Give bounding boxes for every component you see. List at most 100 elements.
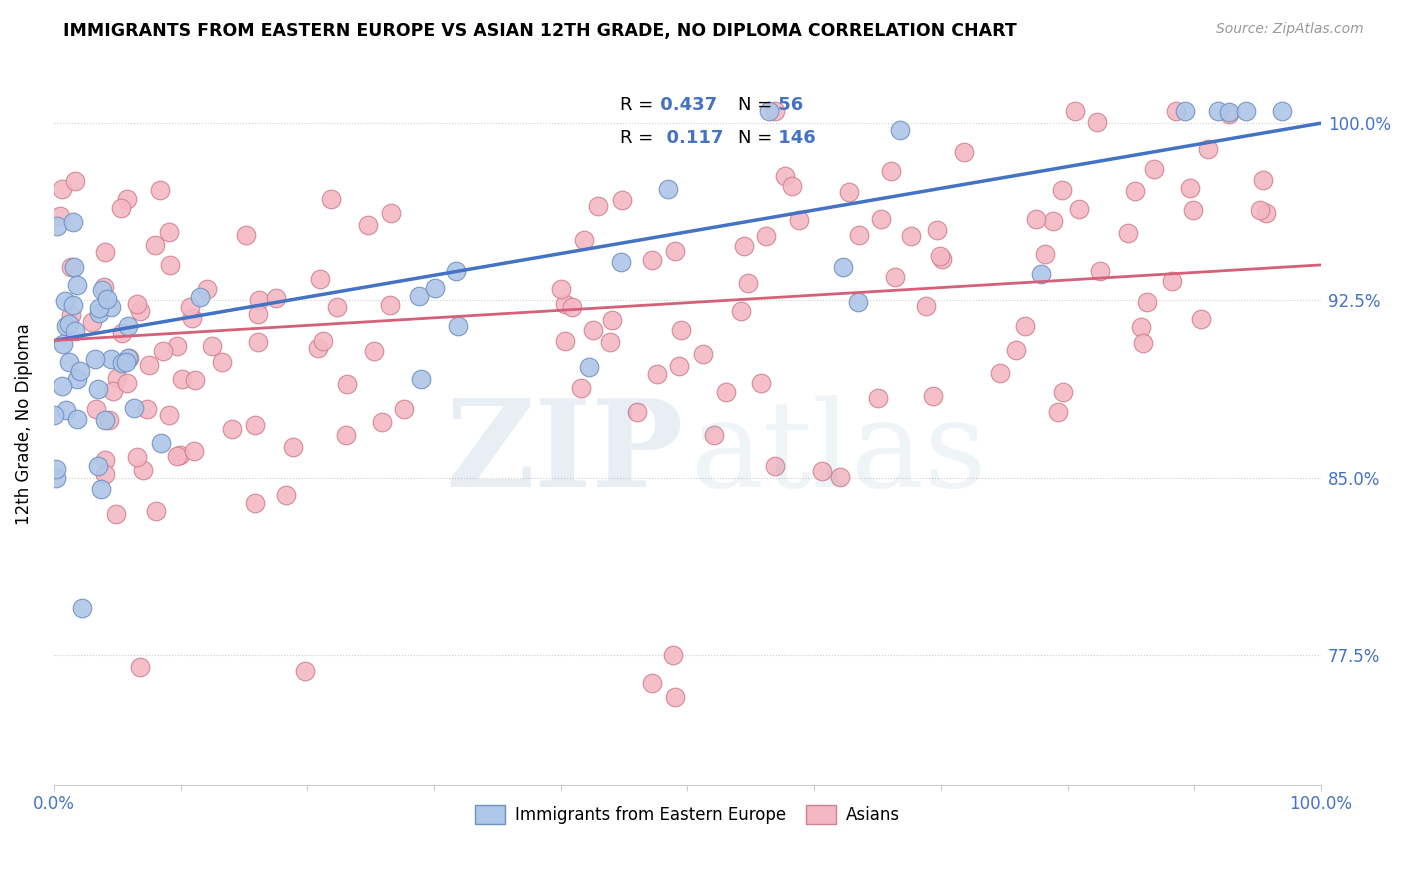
Point	[880, 164, 903, 178]
Point	[1085, 115, 1108, 129]
Point	[45, 462, 67, 476]
Point	[247, 307, 270, 321]
Point	[811, 464, 834, 478]
Point	[49, 209, 72, 223]
Point	[211, 355, 233, 369]
Point	[931, 252, 953, 266]
Point	[87, 306, 110, 320]
Point	[93, 280, 115, 294]
Point	[281, 441, 304, 455]
Point	[408, 289, 430, 303]
Point	[1014, 318, 1036, 333]
Point	[308, 272, 330, 286]
Point	[132, 463, 155, 477]
Point	[44, 470, 66, 484]
Point	[409, 372, 432, 386]
Point	[371, 415, 394, 429]
Point	[115, 355, 138, 369]
Point	[1180, 180, 1202, 194]
Point	[922, 389, 945, 403]
Point	[848, 294, 870, 309]
Point	[554, 334, 576, 348]
Point	[125, 296, 148, 310]
Text: N =: N =	[738, 96, 778, 114]
Point	[69, 364, 91, 378]
Point	[641, 252, 664, 267]
Point	[1050, 183, 1073, 197]
Point	[1143, 161, 1166, 176]
Point	[138, 358, 160, 372]
Point	[105, 370, 128, 384]
Point	[599, 335, 621, 350]
Point	[62, 298, 84, 312]
Point	[180, 310, 202, 325]
Point	[58, 355, 80, 369]
Point	[51, 379, 73, 393]
Point	[758, 104, 780, 119]
Point	[1132, 335, 1154, 350]
Point	[1189, 312, 1212, 326]
Point	[866, 391, 889, 405]
Point	[96, 292, 118, 306]
Point	[235, 228, 257, 243]
Point	[117, 351, 139, 365]
Point	[150, 436, 173, 450]
Text: Source: ZipAtlas.com: Source: ZipAtlas.com	[1216, 22, 1364, 37]
Point	[62, 260, 84, 275]
Point	[1088, 263, 1111, 277]
Point	[730, 303, 752, 318]
Point	[988, 366, 1011, 380]
Point	[66, 372, 89, 386]
Point	[66, 277, 89, 292]
Point	[115, 192, 138, 206]
Point	[169, 448, 191, 462]
Point	[1116, 226, 1139, 240]
Point	[87, 458, 110, 473]
Point	[166, 449, 188, 463]
Point	[89, 301, 111, 315]
Point	[915, 299, 938, 313]
Point	[129, 659, 152, 673]
Point	[765, 458, 787, 473]
Point	[1249, 202, 1271, 217]
Point	[928, 249, 950, 263]
Point	[100, 300, 122, 314]
Point	[1271, 104, 1294, 119]
Point	[145, 504, 167, 518]
Point	[110, 201, 132, 215]
Point	[668, 359, 690, 373]
Point	[159, 258, 181, 272]
Point	[641, 676, 664, 690]
Point	[1161, 274, 1184, 288]
Point	[848, 227, 870, 242]
Point	[195, 282, 218, 296]
Point	[423, 281, 446, 295]
Point	[671, 322, 693, 336]
Point	[152, 344, 174, 359]
Point	[612, 193, 634, 207]
Text: 56: 56	[772, 96, 804, 114]
Point	[60, 309, 83, 323]
Point	[97, 413, 120, 427]
Point	[1130, 319, 1153, 334]
Point	[247, 293, 270, 308]
Point	[264, 291, 287, 305]
Point	[1166, 104, 1188, 119]
Point	[1234, 104, 1257, 119]
Point	[1198, 142, 1220, 156]
Point	[927, 222, 949, 236]
Point	[58, 317, 80, 331]
Point	[1181, 203, 1204, 218]
Point	[135, 401, 157, 416]
Point	[247, 334, 270, 349]
Point	[1218, 104, 1240, 119]
Point	[46, 219, 69, 234]
Point	[87, 382, 110, 396]
Point	[105, 507, 128, 521]
Point	[111, 356, 134, 370]
Point	[55, 319, 77, 334]
Point	[610, 254, 633, 268]
Point	[221, 422, 243, 436]
Point	[90, 483, 112, 497]
Point	[183, 444, 205, 458]
